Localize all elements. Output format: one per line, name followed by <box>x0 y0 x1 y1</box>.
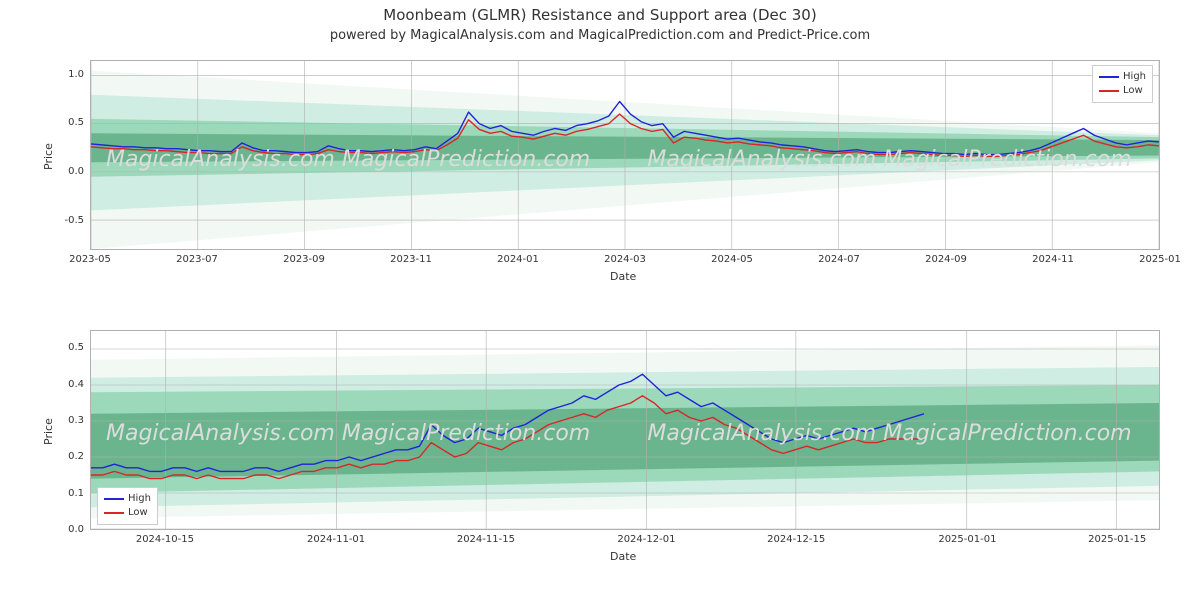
legend-label-low: Low <box>1123 84 1143 98</box>
x-tick-label: 2023-05 <box>60 254 120 265</box>
y-tick-label: 0.2 <box>68 451 84 462</box>
bottom-chart-svg <box>91 331 1159 529</box>
legend-swatch-low <box>1099 90 1119 92</box>
x-tick-label: 2025-01-01 <box>937 534 997 545</box>
y-tick-label: 0.0 <box>68 524 84 535</box>
x-tick-label: 2024-11-01 <box>306 534 366 545</box>
legend-row-high: High <box>1099 70 1146 84</box>
x-tick-label: 2024-05 <box>702 254 762 265</box>
y-tick-label: 0.5 <box>68 342 84 353</box>
legend-label-low: Low <box>128 506 148 520</box>
y-axis-label: Price <box>42 418 55 445</box>
top-chart-panel: MagicalAnalysis.com MagicalPrediction.co… <box>90 60 1160 250</box>
legend-top: High Low <box>1092 65 1153 103</box>
x-tick-label: 2024-09 <box>916 254 976 265</box>
x-tick-label: 2025-01-15 <box>1087 534 1147 545</box>
x-axis-label: Date <box>610 550 636 563</box>
x-tick-label: 2024-01 <box>488 254 548 265</box>
y-tick-label: -0.5 <box>64 215 84 226</box>
x-tick-label: 2024-12-01 <box>616 534 676 545</box>
x-tick-label: 2024-03 <box>595 254 655 265</box>
figure-root: Moonbeam (GLMR) Resistance and Support a… <box>0 0 1200 600</box>
legend-bottom: High Low <box>97 487 158 525</box>
top-chart-svg <box>91 61 1159 249</box>
legend-label-high: High <box>128 492 151 506</box>
y-axis-label: Price <box>42 143 55 170</box>
x-tick-label: 2024-11-15 <box>456 534 516 545</box>
x-tick-label: 2023-11 <box>381 254 441 265</box>
chart-subtitle: powered by MagicalAnalysis.com and Magic… <box>0 28 1200 43</box>
x-tick-label: 2024-12-15 <box>766 534 826 545</box>
y-tick-label: 0.5 <box>68 117 84 128</box>
legend-swatch-high <box>1099 76 1119 78</box>
x-tick-label: 2023-09 <box>274 254 334 265</box>
x-tick-label: 2024-07 <box>809 254 869 265</box>
x-tick-label: 2024-10-15 <box>135 534 195 545</box>
x-tick-label: 2024-11 <box>1023 254 1083 265</box>
legend-row-low: Low <box>104 506 151 520</box>
x-axis-label: Date <box>610 270 636 283</box>
legend-row-high: High <box>104 492 151 506</box>
legend-swatch-low <box>104 512 124 514</box>
legend-row-low: Low <box>1099 84 1146 98</box>
y-tick-label: 0.1 <box>68 488 84 499</box>
legend-swatch-high <box>104 498 124 500</box>
x-tick-label: 2025-01 <box>1130 254 1190 265</box>
y-tick-label: 1.0 <box>68 69 84 80</box>
legend-label-high: High <box>1123 70 1146 84</box>
bottom-chart-panel: MagicalAnalysis.com MagicalPrediction.co… <box>90 330 1160 530</box>
y-tick-label: 0.0 <box>68 166 84 177</box>
chart-main-title: Moonbeam (GLMR) Resistance and Support a… <box>0 6 1200 24</box>
y-tick-label: 0.4 <box>68 379 84 390</box>
x-tick-label: 2023-07 <box>167 254 227 265</box>
y-tick-label: 0.3 <box>68 415 84 426</box>
